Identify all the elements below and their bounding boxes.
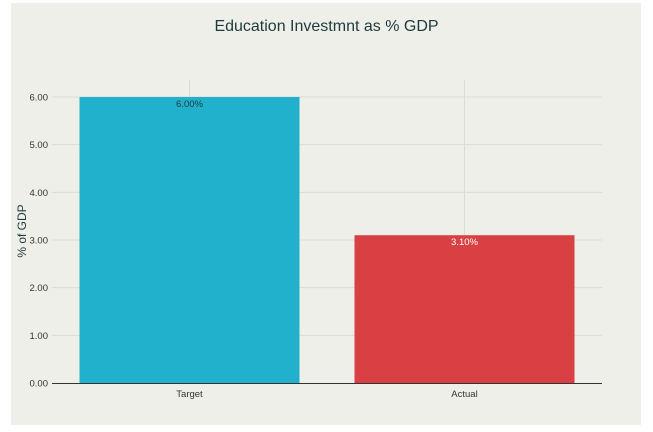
data-labels: 6.00% 3.10% xyxy=(176,99,478,248)
y-tick-label: 3.00 xyxy=(30,235,49,246)
y-axis-ticks: 0.00 1.00 2.00 3.00 4.00 5.00 6.00 xyxy=(30,92,49,389)
y-tick-label: 5.00 xyxy=(30,140,49,151)
x-tick-label: Target xyxy=(176,389,203,400)
x-axis-ticks: Target Actual xyxy=(176,389,477,400)
data-label: 3.10% xyxy=(451,237,478,248)
bar-target xyxy=(79,96,300,383)
chart-title: Education Investmnt as % GDP xyxy=(214,18,439,35)
x-tick-label: Actual xyxy=(451,389,477,400)
data-label: 6.00% xyxy=(176,99,203,110)
bars xyxy=(79,96,575,383)
bar-actual xyxy=(354,235,575,383)
y-tick-label: 0.00 xyxy=(30,379,49,390)
y-tick-label: 4.00 xyxy=(30,188,49,199)
y-tick-label: 6.00 xyxy=(30,92,49,103)
y-axis-label: % of GDP xyxy=(15,204,29,257)
y-tick-label: 2.00 xyxy=(30,283,49,294)
y-tick-label: 1.00 xyxy=(30,331,49,342)
